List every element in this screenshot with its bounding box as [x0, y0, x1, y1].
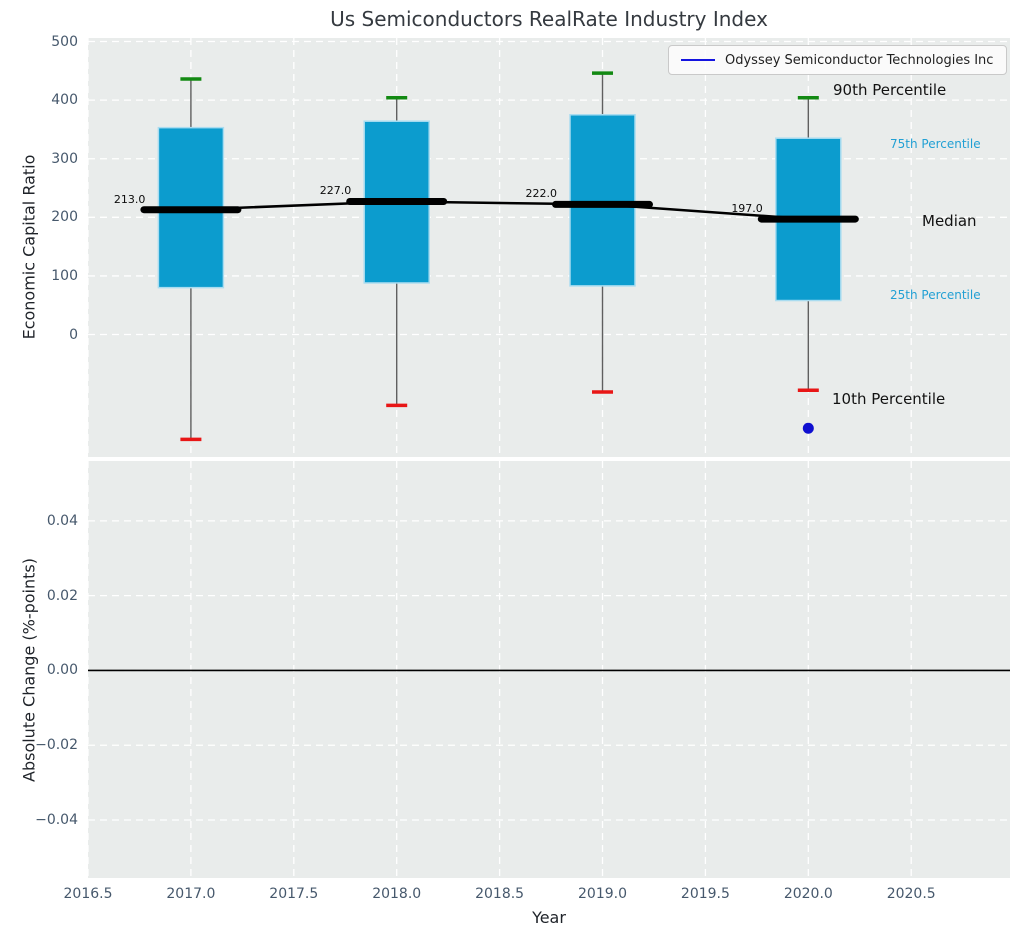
x-tick-label: 2017.5 — [269, 886, 319, 902]
odyssey-data-point — [802, 422, 814, 434]
x-tick-label: 2019.5 — [680, 886, 730, 902]
y-axis-label-top: Economic Capital Ratio — [19, 154, 39, 340]
median-value-annotation: 213.0 — [113, 192, 146, 206]
y-tick-label: 200 — [51, 209, 78, 226]
plot-background — [88, 38, 1010, 457]
x-tick-label: 2020.0 — [783, 886, 833, 902]
label-90th-percentile: 90th Percentile — [833, 81, 947, 99]
x-tick-label: 2018.0 — [372, 886, 422, 902]
y-tick-label: 300 — [51, 150, 78, 167]
median-value-annotation: 227.0 — [319, 184, 352, 198]
y-tick-label: 400 — [51, 92, 78, 109]
chart-title: Us Semiconductors RealRate Industry Inde… — [330, 7, 768, 31]
iqr-box — [569, 114, 636, 287]
x-tick-label: 2018.5 — [475, 886, 525, 902]
x-tick-label: 2020.5 — [886, 886, 936, 902]
x-tick-label: 2019.0 — [578, 886, 627, 902]
y-tick-label: 0.02 — [46, 587, 78, 604]
y-tick-label: 100 — [51, 267, 78, 284]
label-75th-percentile: 75th Percentile — [890, 137, 981, 151]
legend-line-icon — [681, 59, 715, 61]
median-value-annotation: 197.0 — [731, 202, 763, 216]
legend-label: Odyssey Semiconductor Technologies Inc — [725, 52, 994, 68]
x-axis-label: Year — [532, 908, 566, 927]
median-connector-line — [190, 200, 809, 221]
x-tick-label: 2017.0 — [166, 886, 216, 902]
y-tick-label: 0.00 — [46, 662, 78, 679]
y-tick-label: −0.02 — [35, 737, 78, 754]
median-value-annotation: 222.0 — [525, 187, 558, 201]
plot-background — [88, 461, 1010, 878]
label-25th-percentile: 25th Percentile — [890, 288, 981, 302]
y-tick-label: −0.04 — [35, 812, 78, 829]
y-tick-label: 500 — [51, 33, 78, 50]
label-median: Median — [922, 212, 977, 230]
y-tick-label: 0.04 — [46, 512, 78, 529]
y-tick-label: 0 — [69, 326, 78, 343]
x-tick-label: 2016.5 — [63, 886, 113, 902]
legend: Odyssey Semiconductor Technologies Inc — [668, 45, 1007, 75]
label-10th-percentile: 10th Percentile — [832, 390, 946, 408]
